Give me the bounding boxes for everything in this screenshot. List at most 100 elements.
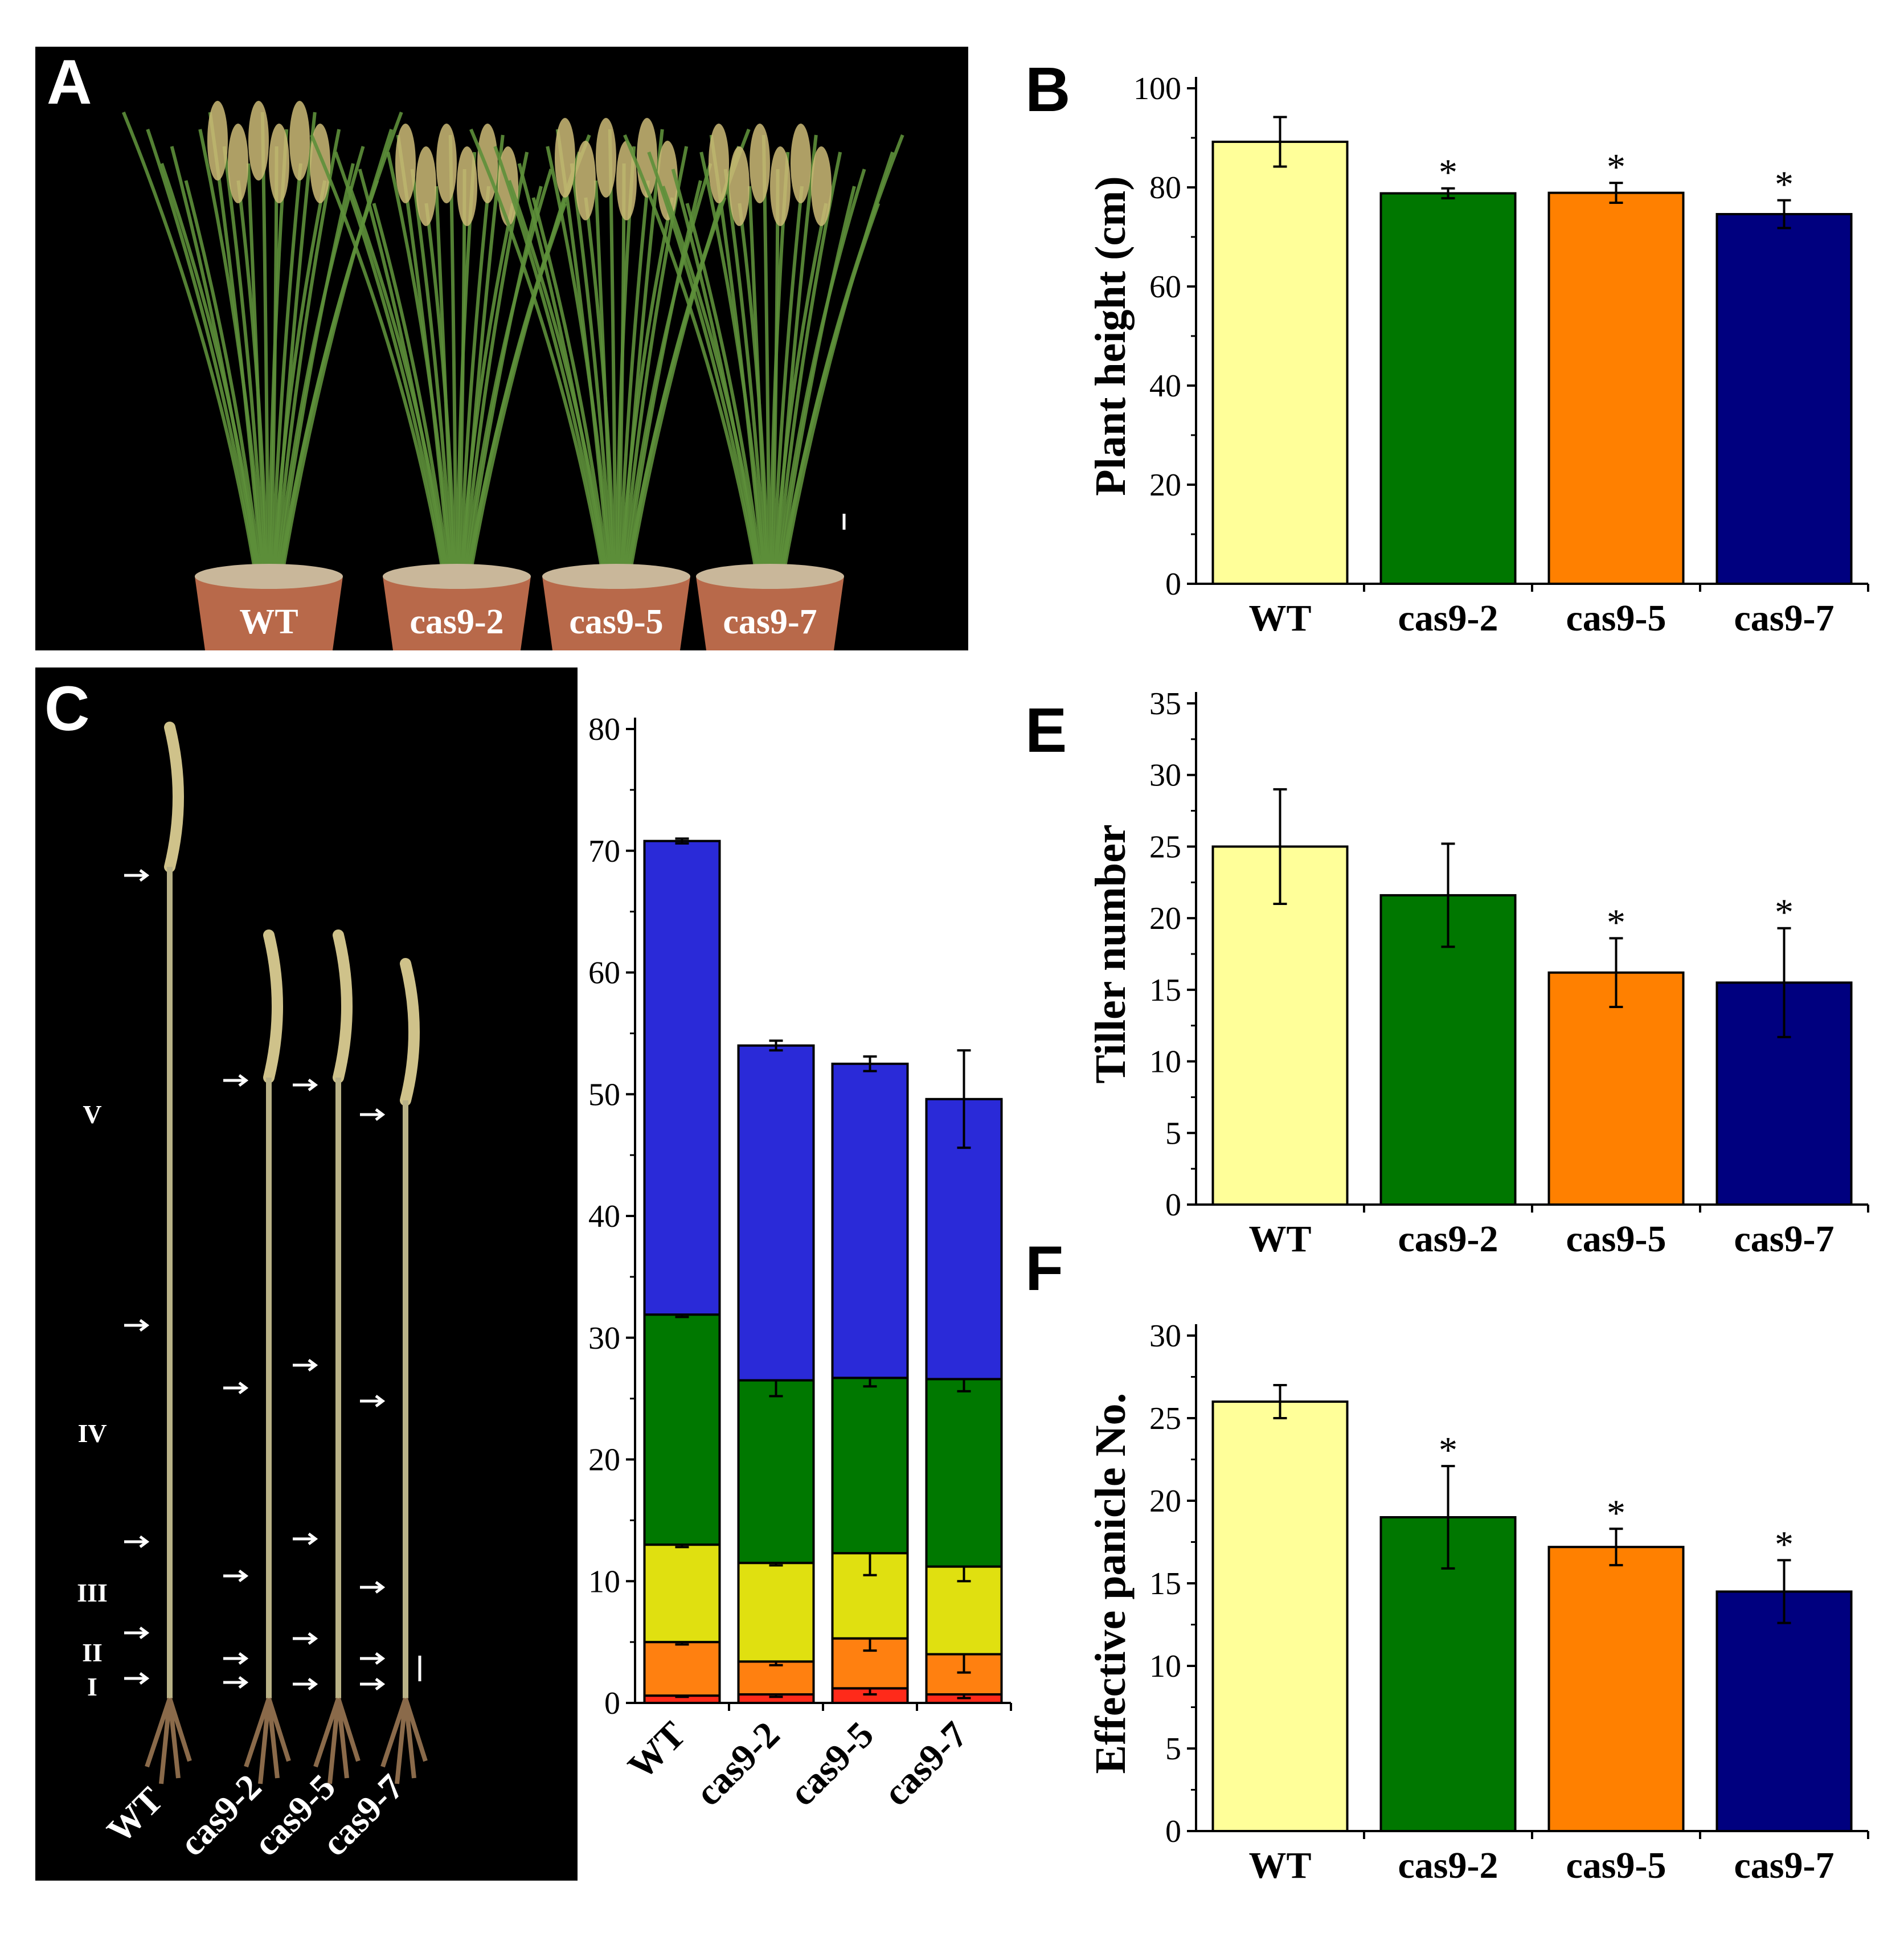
- leaf-blade: [146, 129, 260, 580]
- leaf-blade: [685, 203, 764, 580]
- significance-star: *: [1775, 1524, 1794, 1565]
- x-tick-label: cas9-7: [1734, 597, 1835, 639]
- stacked-bar-segment: [737, 1562, 815, 1663]
- stacked-bar-segment: [925, 1378, 1003, 1568]
- node-arrow: [223, 1570, 249, 1582]
- leaf-blade: [280, 129, 394, 580]
- leaf-blade: [623, 180, 702, 580]
- y-axis-title: Internode length (cm): [526, 1014, 574, 1418]
- leaf-blade: [310, 134, 446, 580]
- pot-label: WT: [239, 603, 298, 641]
- y-tick-label: 30: [1149, 758, 1181, 793]
- roots: [380, 1697, 428, 1784]
- leaf-blade: [761, 134, 771, 580]
- bar: [1547, 971, 1685, 1206]
- stacked-bar-segment: [643, 1641, 721, 1697]
- leaf-blade: [531, 197, 611, 580]
- significance-star: *: [1607, 1492, 1625, 1534]
- y-tick-label: 5: [1165, 1116, 1181, 1151]
- y-tick-label: 25: [1149, 1401, 1181, 1436]
- panicle: [248, 101, 269, 181]
- x-tick-label: WT: [1248, 1845, 1311, 1886]
- stacked-bar-segment: [737, 1379, 815, 1565]
- y-tick-label: 80: [1149, 170, 1181, 206]
- panel-label-a: A: [47, 47, 92, 117]
- leaf-blade: [236, 180, 269, 580]
- y-tick-label: 0: [1165, 567, 1181, 602]
- x-tick-label: cas9-7: [1734, 1218, 1835, 1260]
- bar: [1211, 845, 1349, 1206]
- panicle: [269, 124, 289, 203]
- node-arrow: [293, 1678, 318, 1690]
- leaf-blade: [372, 203, 451, 580]
- leaf-blade: [647, 151, 761, 580]
- stacked-bar-segment: [831, 1062, 909, 1379]
- leaf-blade: [699, 151, 767, 580]
- leaf-blade: [460, 134, 505, 580]
- panicle: [555, 118, 575, 198]
- leaf-blade: [269, 146, 279, 580]
- y-tick-label: 0: [604, 1686, 620, 1721]
- flower-pot: [696, 576, 844, 650]
- significance-star: *: [1775, 164, 1794, 206]
- panicle: [289, 101, 310, 181]
- internode-label: II: [82, 1638, 103, 1667]
- y-tick-label: 30: [588, 1321, 620, 1356]
- stacked-bar-segment: [643, 1543, 721, 1644]
- panel-label-d: D: [489, 693, 534, 763]
- node-arrow: [124, 869, 150, 882]
- node-arrow: [124, 1672, 150, 1685]
- panicle: [750, 124, 770, 203]
- panicle: [657, 141, 678, 220]
- leaf-blade: [627, 146, 741, 580]
- node-arrow: [223, 1652, 249, 1665]
- bar: [1211, 140, 1349, 585]
- bar: [1715, 212, 1853, 585]
- leaf-blade: [334, 151, 448, 580]
- panicle: [333, 929, 353, 1083]
- leaf-blade: [273, 129, 341, 580]
- stacked-bar-segment: [643, 839, 721, 1316]
- internode-label: I: [87, 1672, 97, 1701]
- bar: [1379, 192, 1517, 585]
- y-axis-title: Effective panicle No.: [1087, 1393, 1135, 1774]
- y-tick-label: 20: [588, 1443, 620, 1478]
- panicle: [263, 929, 283, 1083]
- x-tick-label: cas9-5: [1566, 1845, 1666, 1886]
- y-tick-label: 80: [588, 712, 620, 747]
- bar: [1547, 1546, 1685, 1832]
- panicle: [228, 124, 248, 203]
- y-tick-label: 15: [1149, 973, 1181, 1008]
- leaf-blade: [723, 169, 768, 580]
- x-tick-label: cas9-5: [1566, 597, 1666, 639]
- leaf-blade: [781, 151, 895, 580]
- leaf-blade: [546, 146, 613, 580]
- x-tick-label: WT: [620, 1714, 694, 1787]
- chart-e: 0 5 10 15 20 25 30 35 WT cas9-2 * cas9-5 * cas9-7 Till…: [1087, 686, 1869, 1260]
- panel-label-b: B: [1025, 55, 1070, 125]
- panicle: [709, 124, 729, 203]
- leaf-blade: [773, 134, 818, 580]
- stacked-bar-segment: [737, 1044, 815, 1382]
- panicle: [791, 124, 811, 203]
- leaf-blade: [122, 111, 258, 580]
- leaf-blade: [493, 146, 607, 580]
- leaf-blade: [776, 169, 866, 580]
- internode-label: III: [77, 1578, 108, 1607]
- y-tick-label: 10: [1149, 1649, 1181, 1684]
- y-tick-label: 15: [1149, 1566, 1181, 1602]
- pot-label: cas9-5: [569, 603, 663, 641]
- leaf-blade: [160, 163, 262, 580]
- y-tick-label: 40: [1149, 368, 1181, 404]
- flower-pot: [383, 576, 531, 650]
- leaf-blade: [661, 185, 763, 580]
- node-arrow: [360, 1395, 386, 1407]
- significance-star: *: [1439, 152, 1457, 194]
- flower-pot: [542, 576, 690, 650]
- y-tick-label: 25: [1149, 829, 1181, 865]
- x-tick-label: WT: [1248, 597, 1311, 639]
- leaf-blade: [623, 134, 759, 580]
- leaf-blade: [608, 129, 617, 580]
- y-tick-label: 20: [1149, 901, 1181, 936]
